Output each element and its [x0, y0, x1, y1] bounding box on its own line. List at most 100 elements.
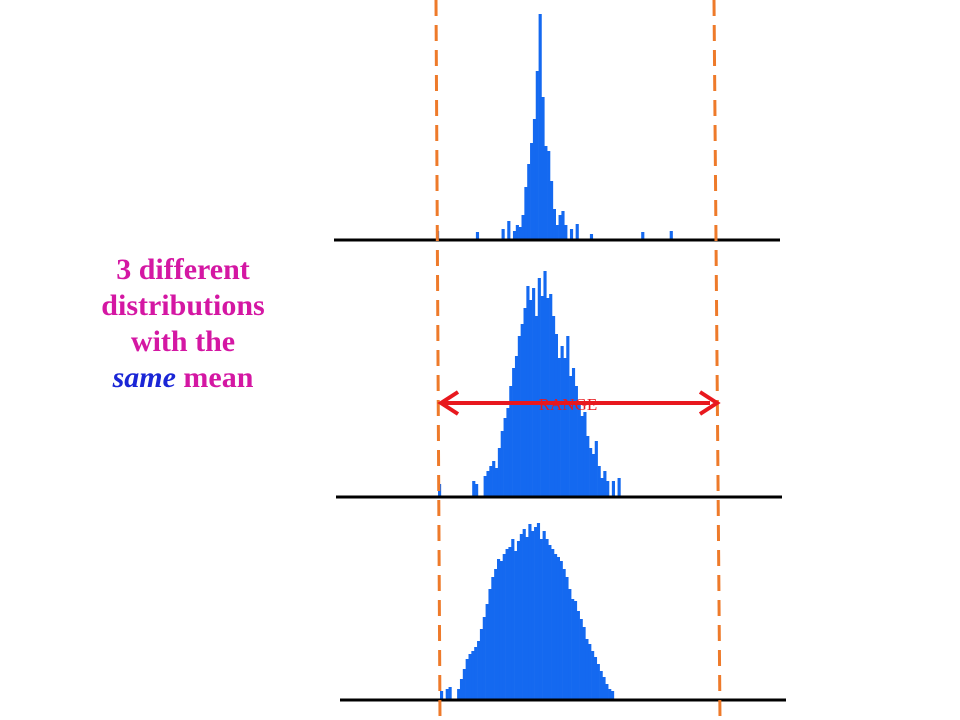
histogram-bar [537, 278, 541, 496]
histogram-bar [500, 431, 504, 496]
histogram-bar [499, 561, 503, 699]
histogram-wide [440, 523, 615, 699]
histogram-bar [544, 146, 548, 239]
histogram-bar [560, 346, 564, 496]
caption: 3 different distributions with the same … [60, 252, 306, 396]
histogram-bar [520, 324, 524, 496]
histogram-bar [507, 221, 511, 239]
histogram-bar [534, 527, 538, 699]
histogram-bar [586, 436, 590, 496]
histogram-bar [465, 659, 469, 699]
histogram-bar [589, 234, 594, 239]
histogram-bar [556, 557, 560, 699]
histogram-bar [608, 689, 612, 699]
histogram-bar [477, 641, 481, 699]
histogram-bar [669, 231, 673, 239]
histogram-bar [479, 629, 484, 699]
histogram-bar [506, 408, 510, 496]
histogram-bar [459, 679, 464, 699]
histogram-bar [483, 476, 487, 496]
histogram-bar [589, 448, 593, 496]
histogram-bar [491, 577, 495, 699]
histogram-bar [552, 209, 556, 239]
histogram-bar [568, 589, 572, 699]
histogram-bar [471, 651, 475, 699]
histogram-bar [527, 164, 531, 239]
histogram-bar [531, 531, 535, 699]
caption-emphasis: same [112, 361, 176, 394]
histogram-bar [547, 151, 551, 239]
histogram-bar [555, 225, 559, 239]
histogram-bar [585, 639, 589, 699]
histogram-bar [583, 412, 587, 496]
histogram-bar [564, 225, 568, 239]
caption-line-3: with the [130, 325, 236, 358]
histogram-bar [528, 524, 532, 699]
histogram-bar [591, 651, 595, 699]
histogram-bar [599, 671, 603, 699]
histogram-bar [515, 225, 519, 239]
histogram-bar [641, 232, 645, 239]
histogram-bar [462, 669, 466, 699]
histogram-bar [540, 296, 544, 496]
histogram-bar [509, 386, 513, 496]
histogram-bar [551, 549, 555, 699]
histogram-bar [561, 211, 565, 239]
histogram-bar [577, 401, 581, 496]
histogram-bar [532, 288, 536, 496]
histogram-bar [519, 534, 523, 699]
histogram-bar [569, 229, 574, 239]
histogram-bar [472, 481, 476, 496]
histogram-bar [488, 589, 492, 699]
histogram-bar [448, 687, 452, 699]
histogram-bar [485, 604, 489, 699]
histogram-bar [554, 334, 558, 496]
histogram-bar [440, 691, 444, 699]
histogram-bar [611, 691, 615, 699]
histogram-bar [530, 143, 534, 239]
histogram-bar [517, 336, 521, 496]
histogram-bar [505, 549, 509, 699]
histogram-layer [436, 14, 673, 699]
histogram-bar [546, 298, 550, 496]
histogram-bar [475, 484, 479, 496]
range-arrow [437, 390, 721, 416]
histogram-bar [543, 271, 547, 496]
histogram-bar [468, 654, 472, 699]
histogram-bar [494, 569, 498, 699]
histogram-bar [563, 358, 567, 496]
histogram-bar [605, 684, 609, 699]
histogram-bar [486, 471, 490, 496]
caption-line-4-rest: mean [175, 361, 254, 394]
histogram-bar [511, 539, 515, 699]
histogram-bar [512, 231, 517, 239]
histogram-bar [611, 481, 615, 496]
histogram-bar [594, 441, 598, 496]
histogram-bar [512, 368, 516, 496]
histogram-bar [552, 316, 556, 496]
histogram-bar [591, 454, 596, 496]
histogram-bar [532, 119, 537, 239]
range-limit-right [712, 0, 722, 720]
histogram-bar [545, 539, 549, 699]
histogram-bar [566, 336, 570, 496]
histogram-bar [550, 181, 554, 239]
histogram-bar [495, 468, 499, 496]
histogram-bar [514, 551, 518, 699]
histogram-bar [489, 466, 493, 496]
histogram-bar [575, 224, 579, 239]
histogram-bar [573, 601, 578, 699]
histogram-bar [603, 471, 607, 496]
histogram-bar [582, 627, 586, 699]
range-label: RANGE [539, 395, 598, 414]
histogram-bar [492, 461, 496, 496]
histogram-bar [508, 547, 512, 699]
histogram-bar [475, 232, 480, 239]
histogram-bar [497, 559, 501, 699]
histogram-bar [574, 386, 578, 496]
histogram-bar [559, 561, 563, 699]
histogram-bar [516, 541, 521, 699]
histogram-bar [522, 529, 526, 699]
histogram-bar [617, 478, 621, 496]
